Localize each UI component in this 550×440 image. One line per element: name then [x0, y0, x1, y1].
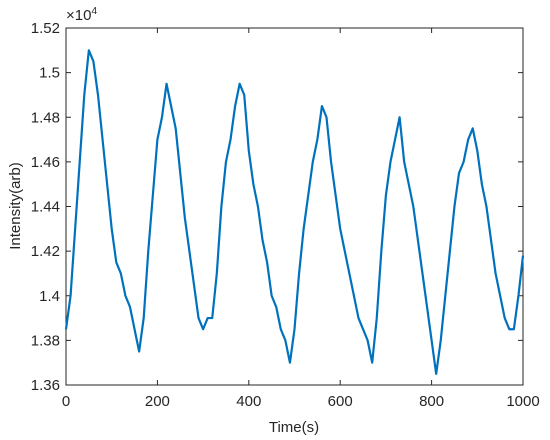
y-tick-label: 1.46 — [31, 154, 60, 171]
y-tick-label: 1.48 — [31, 109, 60, 126]
y-tick-label: 1.38 — [31, 332, 60, 349]
y-tick-label: 1.52 — [31, 20, 60, 37]
x-axis-label: Time(s) — [269, 419, 319, 436]
data-line — [64, 49, 525, 375]
x-tick-label: 400 — [236, 393, 261, 410]
y-tick-label: 1.36 — [31, 377, 60, 394]
y-exponent: ×104 — [66, 6, 97, 24]
x-tick-label: 600 — [328, 393, 353, 410]
x-tick-label: 200 — [145, 393, 170, 410]
x-tick-label: 800 — [419, 393, 444, 410]
y-tick-label: 1.44 — [31, 199, 60, 216]
y-tick-label: 1.4 — [39, 288, 60, 305]
y-tick-label: 1.5 — [39, 65, 60, 82]
y-axis-label: Intensity(arb) — [7, 162, 24, 250]
y-exponent-power: 4 — [91, 6, 97, 17]
y-exponent-base: ×10 — [66, 7, 91, 24]
x-tick-label: 1000 — [506, 393, 539, 410]
y-tick-label: 1.42 — [31, 243, 60, 260]
x-tick-label: 0 — [62, 393, 70, 410]
